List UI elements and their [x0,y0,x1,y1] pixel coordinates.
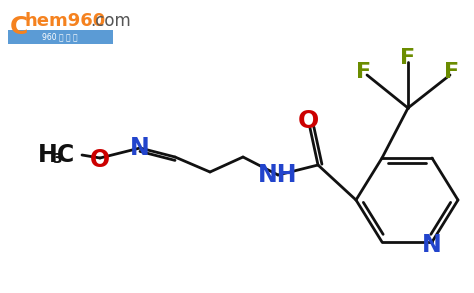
Text: H: H [38,143,58,167]
Text: .com: .com [90,12,131,30]
Text: F: F [445,62,460,82]
Text: O: O [90,148,110,172]
Text: F: F [401,48,416,68]
Text: 3: 3 [52,152,62,166]
Text: NH: NH [258,163,298,187]
FancyBboxPatch shape [8,30,113,44]
Text: N: N [130,136,150,160]
Text: N: N [422,233,442,257]
Text: C: C [57,143,74,167]
Text: C: C [10,15,28,39]
Text: 960 化 工 网: 960 化 工 网 [42,33,78,42]
Text: O: O [297,109,319,133]
Text: F: F [356,62,372,82]
Text: hem960: hem960 [24,12,105,30]
